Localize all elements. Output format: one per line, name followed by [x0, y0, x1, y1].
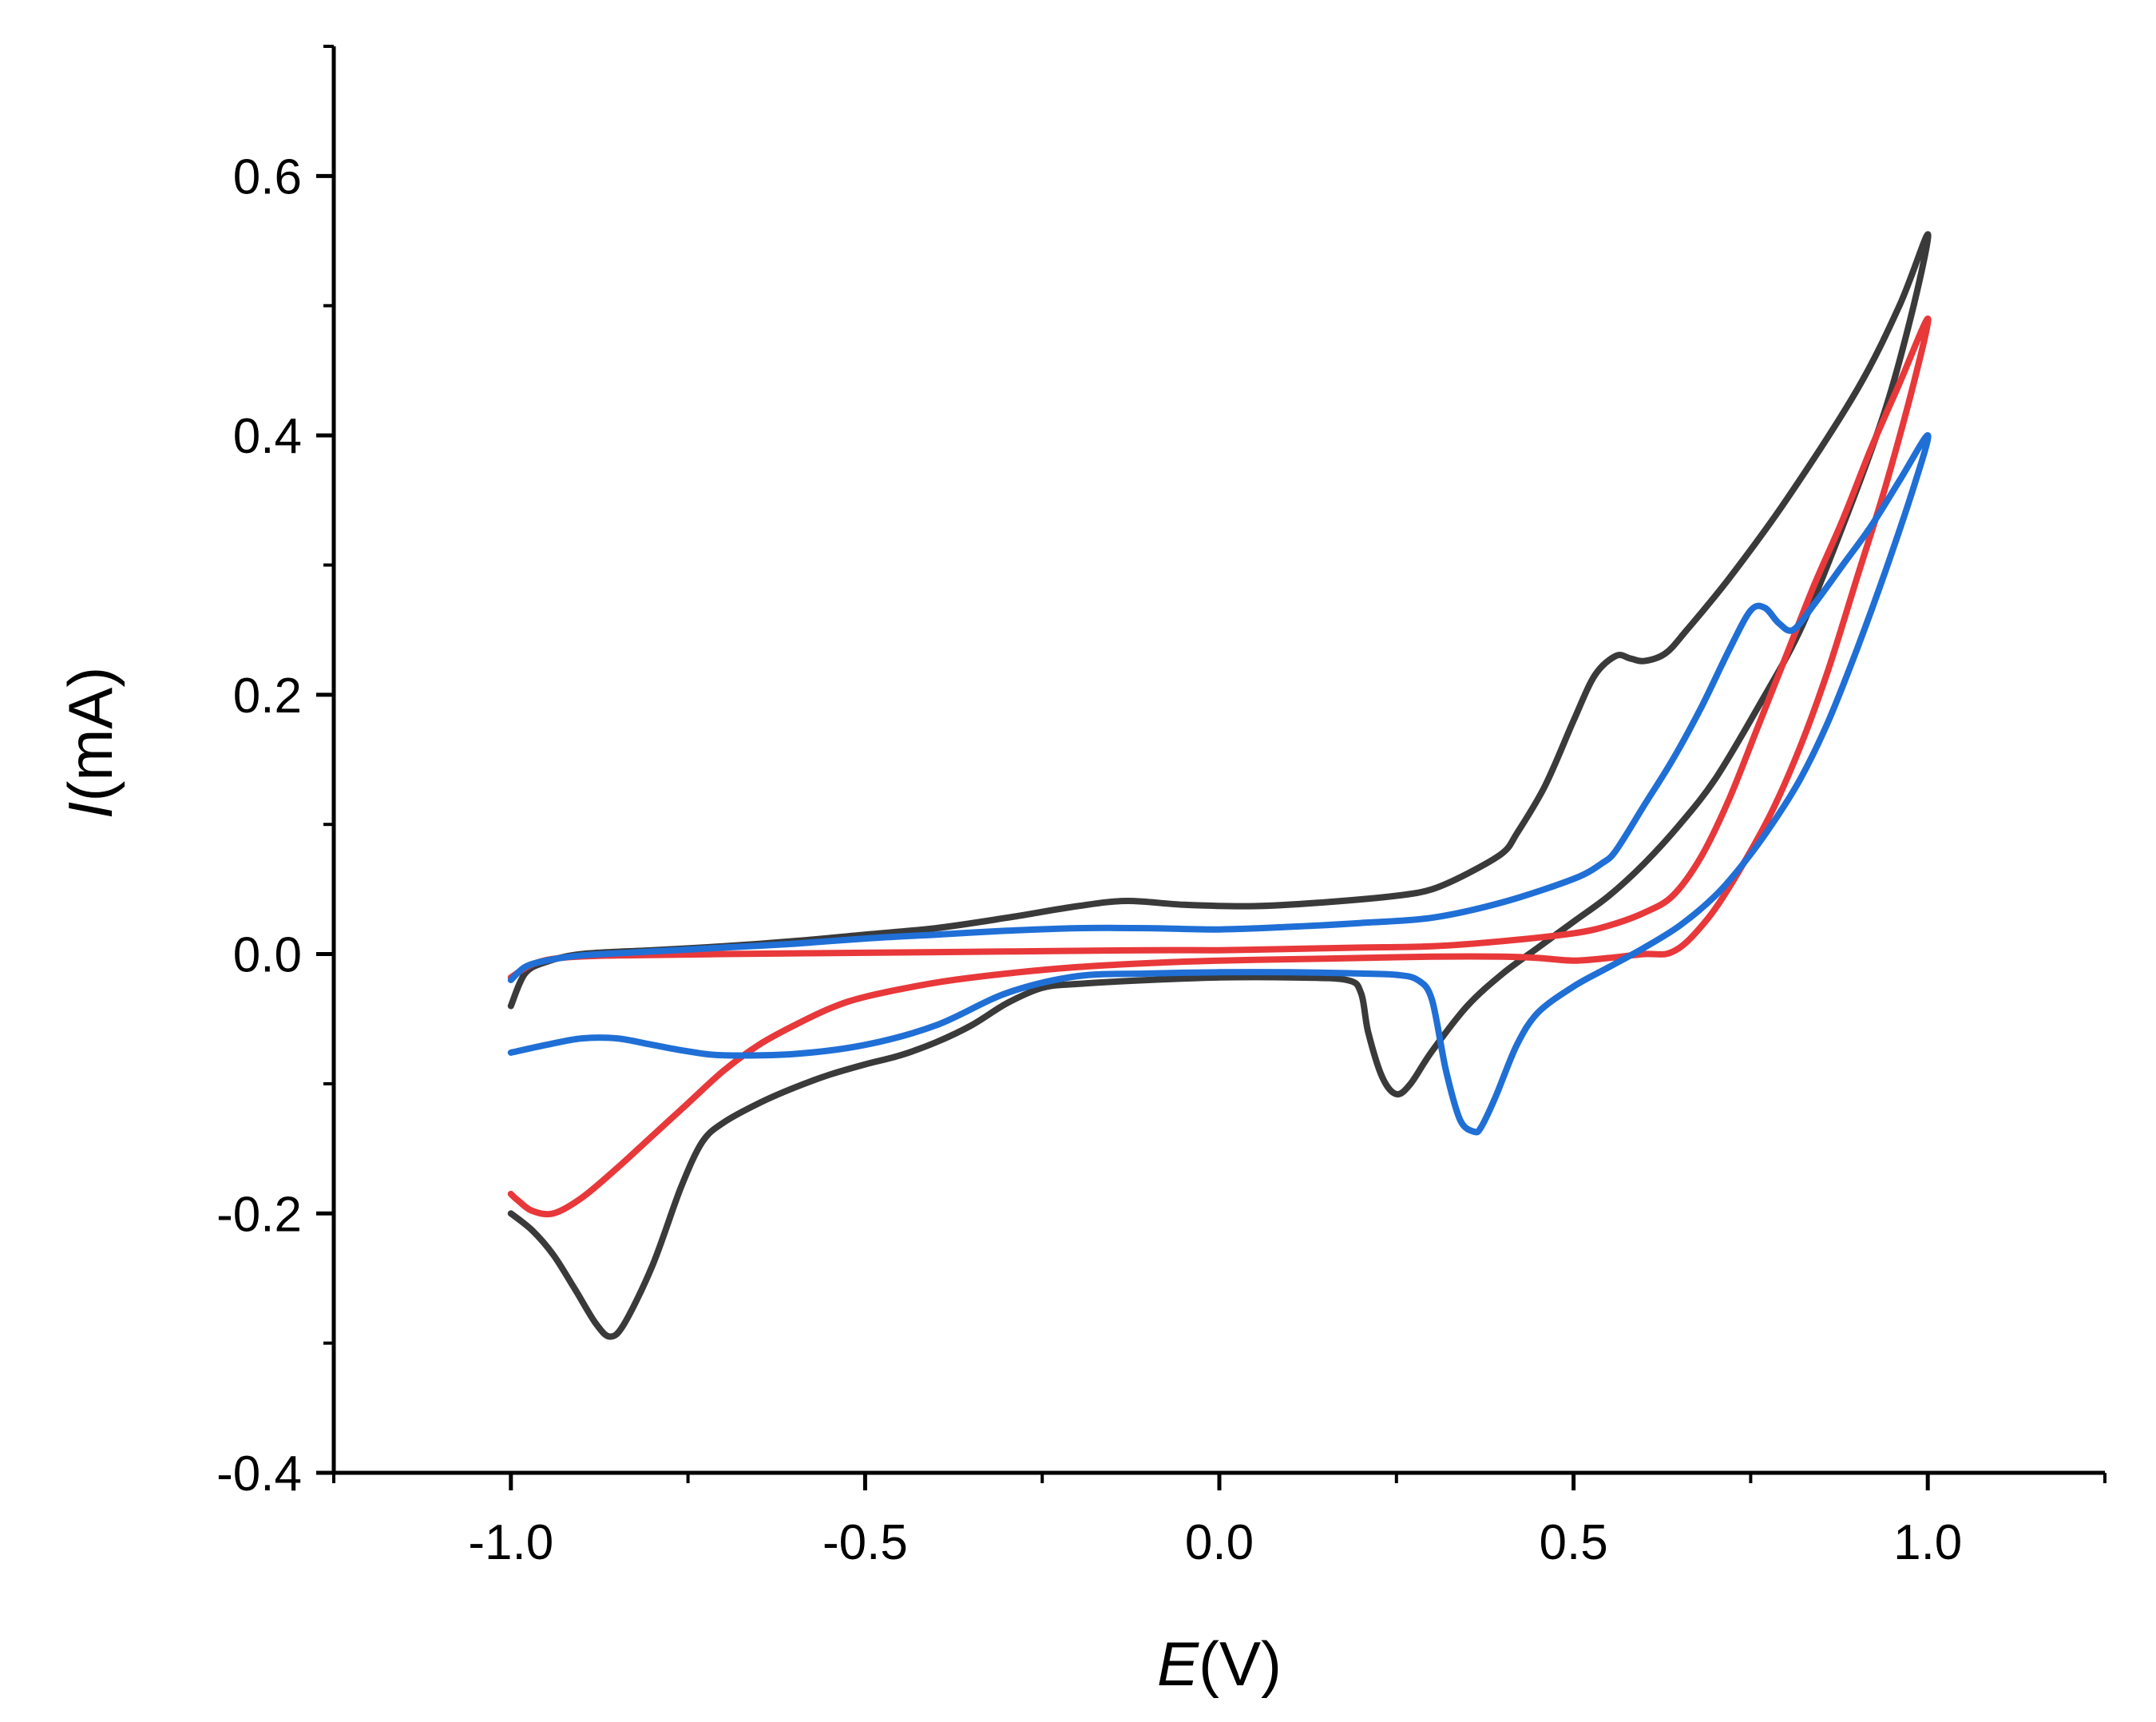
tick-labels: -1.0 -0.5 0.0 0.5 1.0 -0.4 -0.2 0.0 0.2 0.4 0.6: [216, 149, 1962, 1570]
x-tick-label: -0.5: [822, 1515, 908, 1570]
x-tick-label: 0.5: [1539, 1515, 1607, 1570]
x-axis-title-unit: (V): [1199, 1629, 1282, 1699]
y-axis-title-italic: I: [55, 802, 125, 819]
x-tick-label: 0.0: [1185, 1515, 1254, 1570]
black-cv-line: [507, 231, 1932, 1340]
x-tick-label: -1.0: [468, 1515, 553, 1570]
y-axis-title-unit: (mA): [55, 667, 125, 802]
y-tick-label: 0.6: [233, 149, 302, 204]
y-axis-title: I(mA): [55, 667, 125, 819]
axes: [331, 46, 2105, 1475]
red-cv-line: [507, 315, 1932, 1218]
y-tick-label: 0.4: [233, 409, 302, 464]
y-tick-label: -0.4: [216, 1446, 302, 1502]
ticks: [316, 45, 2106, 1490]
x-tick-label: 1.0: [1893, 1515, 1962, 1570]
y-tick-label: 0.0: [233, 928, 302, 983]
series: [507, 231, 1932, 1340]
y-tick-label: -0.2: [216, 1187, 302, 1242]
y-tick-label: 0.2: [233, 669, 302, 724]
x-axis-title-italic: E: [1157, 1629, 1199, 1699]
x-axis-title: E(V): [1157, 1629, 1282, 1699]
blue-cv-line: [507, 432, 1932, 1136]
